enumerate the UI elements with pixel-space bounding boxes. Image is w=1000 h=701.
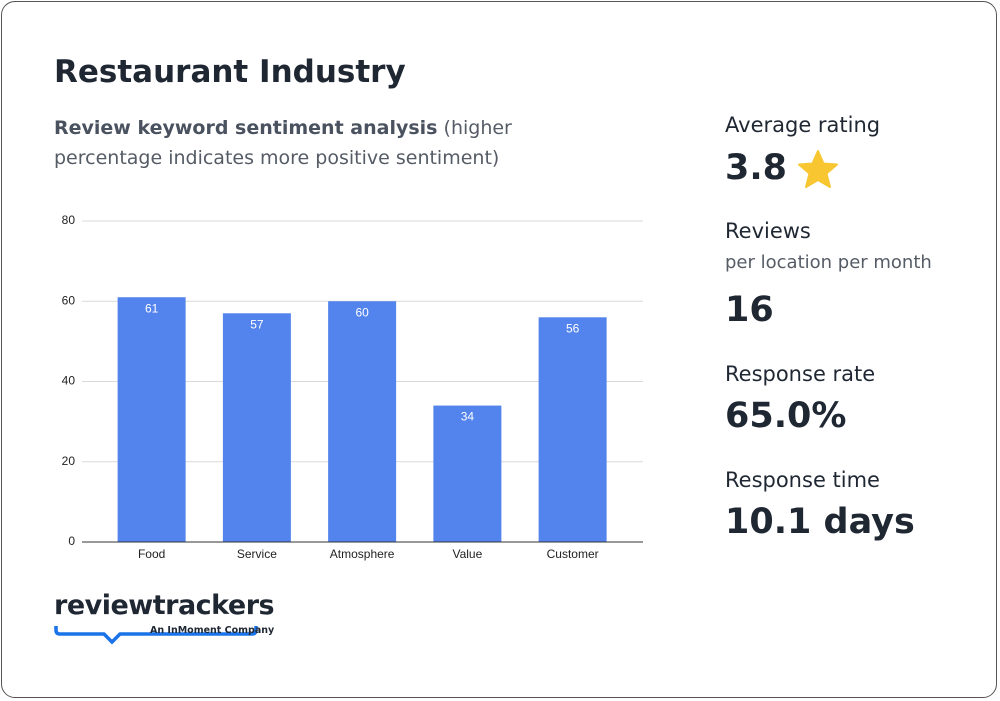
stat-label: Reviews <box>725 219 811 243</box>
star-icon <box>798 150 838 188</box>
y-tick-label: 40 <box>62 374 76 388</box>
y-tick-label: 0 <box>68 534 75 548</box>
subtitle-bold: Review keyword sentiment analysis <box>54 117 438 139</box>
x-tick-label: Customer <box>547 547 599 561</box>
bar <box>328 301 397 542</box>
y-tick-label: 60 <box>62 293 76 307</box>
x-tick-label: Food <box>138 547 165 561</box>
logo-text: reviewtrackers <box>54 590 275 621</box>
stat-value: 65.0% <box>725 396 847 436</box>
value-label: 61 <box>145 301 159 315</box>
subtitle: Review keyword sentiment analysis (highe… <box>54 113 614 173</box>
logo-tagline: An InMoment Company <box>150 625 275 636</box>
bar <box>117 297 186 542</box>
x-tick-label: Service <box>237 547 277 561</box>
value-label: 57 <box>250 317 264 331</box>
bar <box>538 317 607 542</box>
bar <box>433 405 502 542</box>
stat-value: 10.1 days <box>725 502 915 542</box>
y-tick-label: 20 <box>62 454 76 468</box>
value-label: 34 <box>461 410 475 424</box>
stat-value: 3.8 <box>725 148 788 188</box>
stat-value: 16 <box>725 290 774 330</box>
stat-label: Response rate <box>725 362 876 386</box>
bar <box>222 313 291 542</box>
stat-label: Response time <box>725 468 880 492</box>
value-label: 60 <box>355 305 369 319</box>
x-tick-label: Atmosphere <box>330 547 395 561</box>
title: Restaurant Industry <box>54 54 406 90</box>
subtitle-text: (higher percentage indicates more positi… <box>54 117 512 169</box>
y-tick-label: 80 <box>62 213 76 227</box>
value-label: 56 <box>566 321 580 335</box>
logo-mark <box>54 626 258 645</box>
stat-sublabel: per location per month <box>725 252 932 273</box>
x-tick-label: Value <box>452 547 482 561</box>
stat-label: Average rating <box>725 113 881 137</box>
